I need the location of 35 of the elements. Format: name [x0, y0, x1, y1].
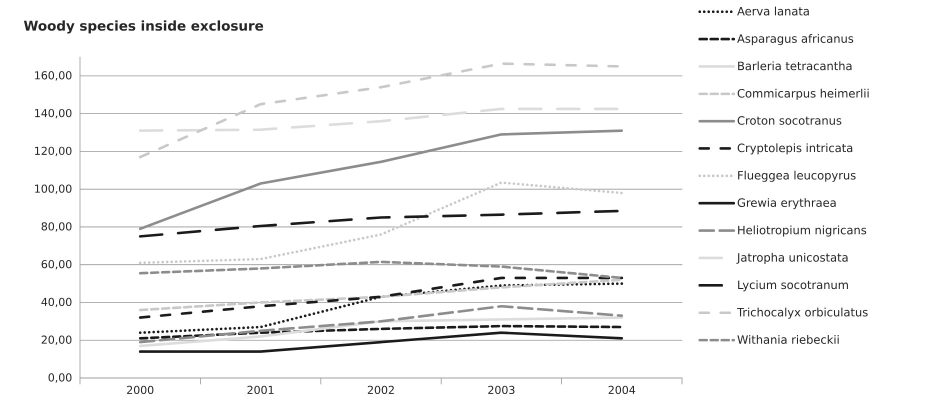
line-series	[138, 181, 624, 264]
legend-label: Jatropha unicostata	[736, 252, 848, 264]
legend-label: Barleria tetracantha	[738, 61, 852, 70]
legend-label: Lycium socotranum	[738, 280, 848, 292]
legend-label: Commicarpus heimerlii	[738, 88, 869, 100]
legend-label: Croton socotranus	[738, 116, 842, 125]
y-tick-label: 20,00	[42, 336, 72, 345]
y-tick-label: 60,00	[42, 260, 72, 270]
legend-label: Cryptolepis intricata	[738, 143, 852, 154]
chart-title: Woody species inside exclosure	[24, 20, 264, 34]
line-series	[138, 129, 624, 230]
line-series	[138, 304, 624, 344]
x-tick-label: 2002	[368, 386, 394, 394]
y-tick-label: 0,00	[48, 373, 72, 383]
legend-label: Withania riebeckii	[737, 335, 839, 344]
y-tick-label: 140,00	[35, 108, 72, 118]
line-series	[138, 324, 624, 340]
legend-label: Grewia erythraea	[738, 198, 836, 210]
y-tick-label: 80,00	[42, 222, 72, 232]
x-tick-label: 2004	[608, 386, 636, 394]
y-tick-label: 120,00	[35, 146, 72, 156]
line-series	[138, 316, 624, 348]
x-tick-label: 2001	[247, 386, 274, 394]
y-tick-label: 40,00	[41, 298, 72, 308]
legend-label: Flueggea leucopyrus	[738, 170, 856, 182]
legend-label: Trichocalyx orbiculatus	[737, 308, 868, 319]
x-tick-label: 2000	[127, 386, 154, 394]
line-series	[138, 278, 624, 312]
x-tick-label: 2003	[488, 386, 514, 394]
line-series	[138, 260, 624, 280]
legend-label: Heliotropium nigricans	[738, 225, 866, 237]
legend-label: Aerva lanata	[737, 6, 809, 16]
legend-label: Asparagus africanus	[737, 34, 854, 46]
y-tick-label: 160,00	[35, 71, 72, 81]
y-tick-label: 100,00	[35, 184, 72, 194]
